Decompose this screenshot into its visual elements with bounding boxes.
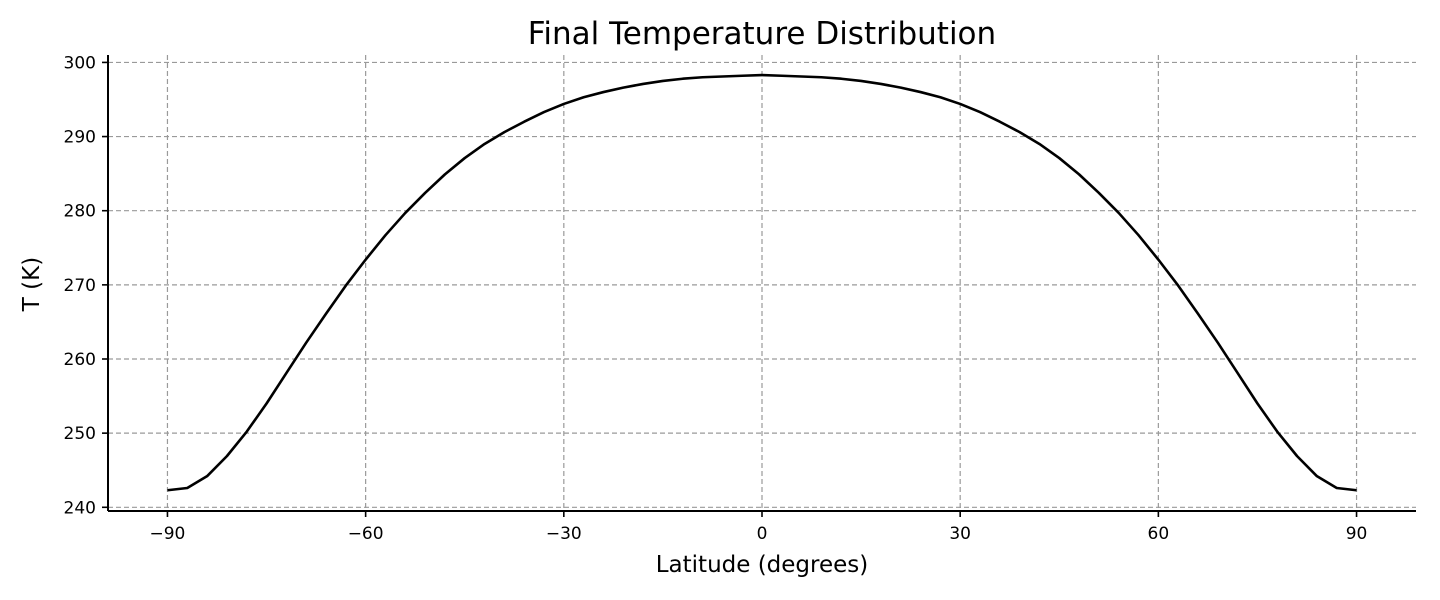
x-tick-label: 0: [757, 524, 768, 544]
x-tick-label: 30: [949, 524, 971, 544]
x-tick-label: 60: [1148, 524, 1170, 544]
y-tick-label: 250: [64, 424, 96, 444]
chart-title: Final Temperature Distribution: [528, 16, 996, 52]
y-ticks: 240 250 260 270 280 290 300: [64, 53, 108, 518]
x-ticks: −90 −60 −30 0 30 60 90: [150, 511, 1368, 544]
x-tick-label: −30: [546, 524, 582, 544]
y-tick-label: 260: [64, 350, 96, 370]
y-tick-label: 240: [64, 498, 96, 518]
grid: [108, 55, 1416, 511]
temperature-series-line: [167, 73, 1357, 492]
series-layer: [167, 73, 1357, 492]
y-tick-label: 270: [64, 276, 96, 296]
x-tick-label: −60: [348, 524, 384, 544]
x-tick-label: −90: [150, 524, 186, 544]
y-tick-label: 300: [64, 53, 96, 73]
y-axis-label: T (K): [19, 257, 45, 312]
x-tick-label: 90: [1346, 524, 1368, 544]
x-axis-label: Latitude (degrees): [656, 552, 869, 578]
y-tick-label: 280: [64, 202, 96, 222]
y-tick-label: 290: [64, 128, 96, 148]
